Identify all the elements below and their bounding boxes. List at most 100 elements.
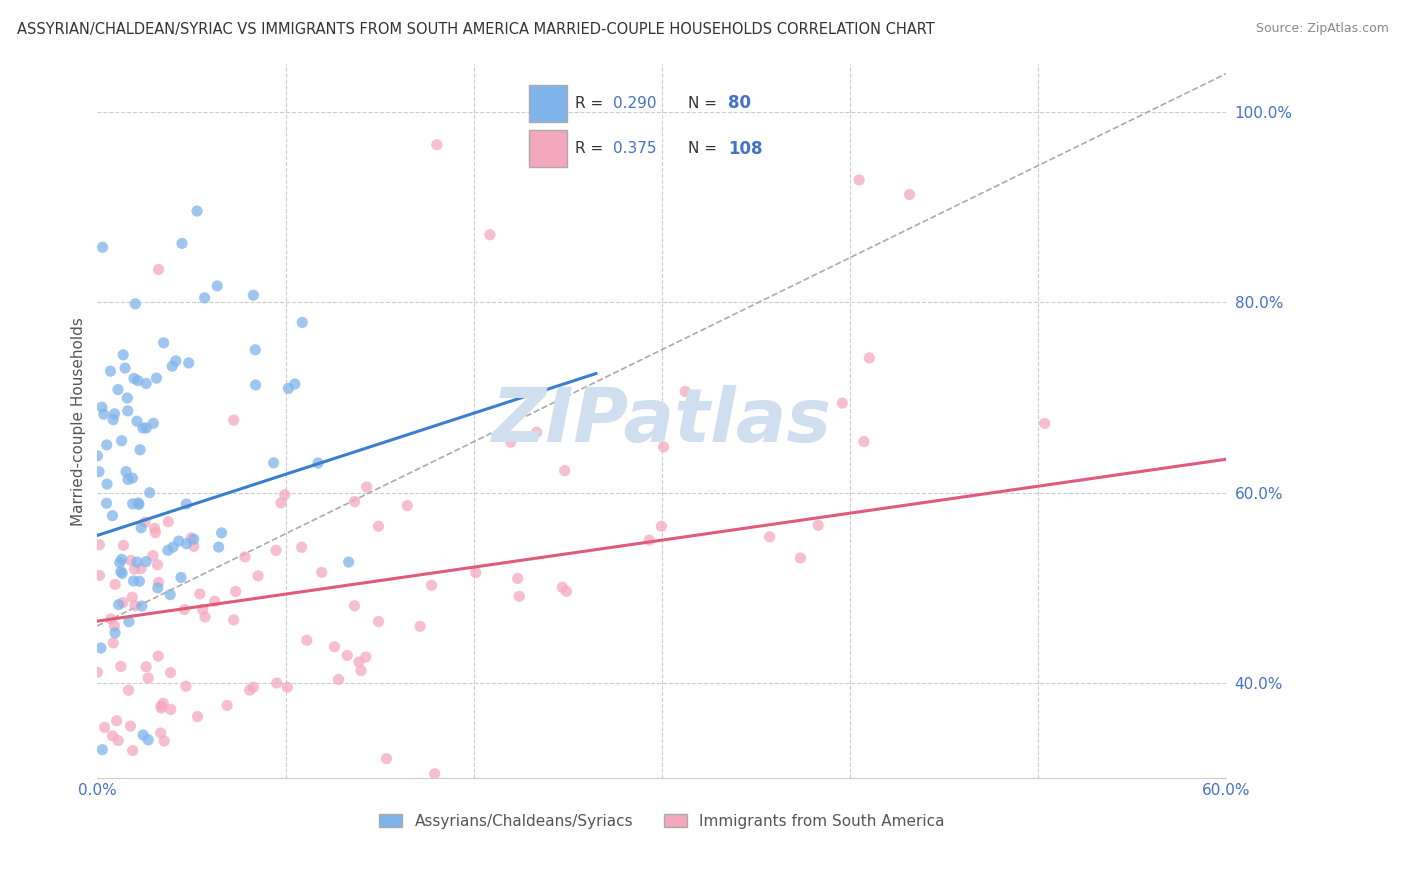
Point — [125, 555, 148, 569]
Point — [135, 555, 157, 569]
Point — [117, 391, 139, 405]
Point — [337, 555, 360, 569]
Point — [367, 519, 389, 533]
Point — [159, 588, 181, 602]
Point — [194, 291, 217, 305]
Point — [173, 602, 195, 616]
Point — [127, 496, 149, 510]
Point — [848, 173, 870, 187]
Point — [152, 335, 174, 350]
Point — [131, 599, 153, 613]
Y-axis label: Married-couple Households: Married-couple Households — [72, 317, 86, 525]
Text: ASSYRIAN/CHALDEAN/SYRIAC VS IMMIGRANTS FROM SOUTH AMERICA MARRIED-COUPLE HOUSEHO: ASSYRIAN/CHALDEAN/SYRIAC VS IMMIGRANTS F… — [17, 22, 935, 37]
Point — [176, 497, 198, 511]
Point — [186, 204, 208, 219]
Point — [499, 435, 522, 450]
Point — [142, 549, 165, 563]
Point — [274, 488, 297, 502]
Point — [186, 709, 208, 723]
Point — [112, 348, 135, 362]
Point — [638, 533, 661, 547]
Point — [165, 354, 187, 368]
Point — [135, 421, 157, 435]
Point — [508, 590, 530, 604]
Point — [101, 729, 124, 743]
Point — [122, 574, 145, 588]
Point — [149, 699, 172, 714]
Point — [396, 499, 419, 513]
Point — [354, 650, 377, 665]
Point — [555, 584, 578, 599]
Point — [101, 413, 124, 427]
Point — [183, 532, 205, 546]
Point — [551, 580, 574, 594]
Point — [86, 449, 108, 463]
Point — [367, 615, 389, 629]
Point — [132, 421, 155, 435]
Point — [149, 726, 172, 740]
Point — [298, 792, 321, 806]
Point — [167, 534, 190, 549]
Point — [129, 521, 152, 535]
Point — [328, 673, 350, 687]
Point — [117, 404, 139, 418]
Point — [125, 414, 148, 428]
Point — [117, 683, 139, 698]
Point — [107, 598, 129, 612]
Point — [112, 538, 135, 552]
Point — [117, 472, 139, 486]
Point — [89, 538, 111, 552]
Point — [222, 413, 245, 427]
Point — [93, 721, 115, 735]
Point — [129, 442, 152, 457]
Point — [104, 577, 127, 591]
Point — [170, 236, 193, 251]
Point — [127, 374, 149, 388]
Point — [347, 655, 370, 669]
Point — [156, 543, 179, 558]
Point — [1033, 417, 1056, 431]
Point — [90, 401, 112, 415]
Point — [132, 728, 155, 742]
Point — [124, 599, 146, 613]
Point — [204, 594, 226, 608]
Point — [100, 612, 122, 626]
Point — [263, 456, 285, 470]
Point — [96, 438, 118, 452]
Point — [222, 613, 245, 627]
Point — [323, 640, 346, 654]
Point — [94, 828, 117, 842]
Point — [277, 381, 299, 395]
Point — [134, 515, 156, 529]
Point — [91, 240, 114, 254]
Point — [858, 351, 880, 365]
Point — [242, 288, 264, 302]
Point — [143, 521, 166, 535]
Point — [148, 575, 170, 590]
Point — [295, 633, 318, 648]
Point — [350, 664, 373, 678]
Point — [162, 540, 184, 554]
Point — [103, 619, 125, 633]
Legend: Assyrians/Chaldeans/Syriacs, Immigrants from South America: Assyrians/Chaldeans/Syriacs, Immigrants … — [373, 807, 950, 835]
Point — [276, 680, 298, 694]
Point — [291, 315, 314, 329]
Point — [239, 683, 262, 698]
Point — [86, 665, 108, 680]
Point — [170, 570, 193, 584]
Point — [176, 537, 198, 551]
Point — [208, 540, 231, 554]
Point — [174, 679, 197, 693]
Point — [120, 719, 142, 733]
Point — [245, 343, 267, 357]
Point — [831, 396, 853, 410]
Point — [111, 552, 134, 566]
Point — [110, 659, 132, 673]
Point — [100, 364, 122, 378]
Point — [183, 539, 205, 553]
Point — [375, 751, 398, 765]
Point — [110, 565, 132, 579]
Point — [101, 508, 124, 523]
Point — [153, 734, 176, 748]
Point — [478, 227, 501, 242]
